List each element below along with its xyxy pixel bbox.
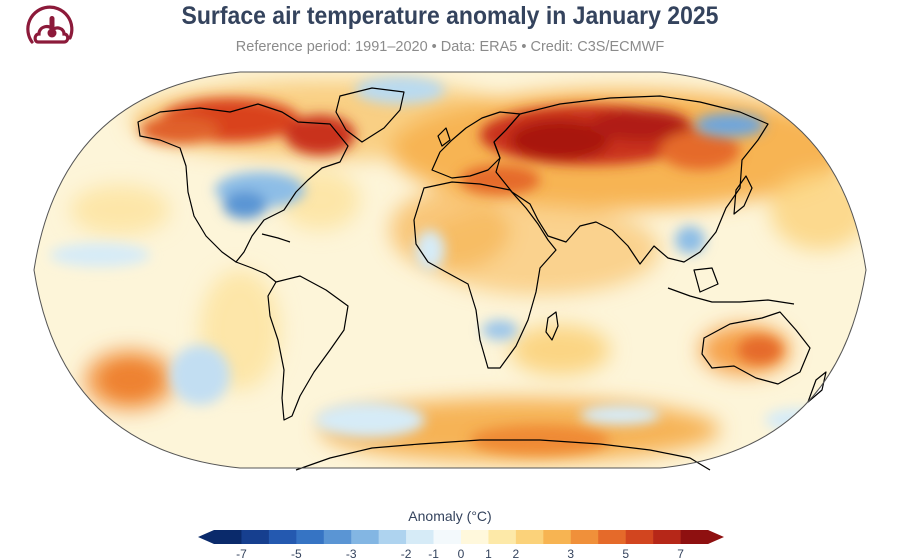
- colorbar-swatch: [241, 530, 270, 544]
- coast-british-isles: [437, 127, 451, 147]
- colorbar-swatch: [680, 530, 709, 544]
- coast-madagascar: [545, 311, 559, 341]
- colorbar-swatch: [625, 530, 654, 544]
- coast-south-america: [267, 275, 349, 421]
- colorbar-swatch: [433, 530, 462, 544]
- coast-cuba: [261, 233, 291, 243]
- logo-icon: [26, 5, 74, 44]
- coastlines: [137, 87, 827, 471]
- colorbar-swatch: [351, 530, 379, 544]
- colorbar-swatch: [268, 530, 297, 544]
- colorbar-swatch: [598, 530, 626, 544]
- colorbar-swatch: [515, 530, 544, 544]
- coast-central-america: [235, 261, 277, 283]
- anomaly-field: [34, 72, 866, 468]
- colorbar-swatch: [570, 530, 599, 544]
- coast-antarctica: [295, 439, 711, 471]
- colorbar: -7 -5 -3 -2 -1 0 1 2 3 5 7: [198, 530, 724, 560]
- logo-arc: [26, 5, 74, 44]
- thermometer-icon: [49, 16, 55, 32]
- colorbar-tick-label: 7: [677, 547, 684, 560]
- colorbar-swatch: [296, 530, 325, 544]
- colorbar-swatch: [461, 530, 489, 544]
- thermometer-bulb: [47, 28, 57, 38]
- legend-title: Anomaly (°C): [408, 508, 492, 524]
- globe-outline: [33, 71, 867, 469]
- coast-north-america: [137, 103, 349, 263]
- colorbar-swatch: [543, 530, 572, 544]
- coast-japan: [733, 175, 753, 215]
- coast-asia: [493, 95, 769, 265]
- colorbar-max-arrow: [708, 530, 724, 544]
- colorbar-tick-label: -2: [401, 547, 412, 560]
- colorbar-swatch: [214, 530, 242, 544]
- colorbar-tick-label: -7: [236, 547, 247, 560]
- colorbar-min-arrow: [198, 530, 214, 544]
- colorbar-tick-label: 2: [513, 547, 520, 560]
- coast-borneo: [693, 267, 719, 293]
- colorbar-swatch: [406, 530, 434, 544]
- colorbar-tick-label: -5: [291, 547, 302, 560]
- coast-greenland: [335, 87, 405, 143]
- coast-indonesia: [667, 287, 795, 305]
- coast-africa: [413, 181, 557, 369]
- colorbar-tick-label: 0: [458, 547, 465, 560]
- colorbar-tick-label: 1: [485, 547, 492, 560]
- colorbar-swatch: [378, 530, 407, 544]
- colorbar-swatch: [488, 530, 517, 544]
- colorbar-swatch: [323, 530, 352, 544]
- map-title: Surface air temperature anomaly in Janua…: [181, 2, 719, 30]
- coast-new-zealand: [807, 371, 827, 403]
- colorbar-tick-label: 3: [567, 547, 574, 560]
- colorbar-tick-label: 5: [622, 547, 629, 560]
- map-subtitle: Reference period: 1991–2020 • Data: ERA5…: [235, 39, 665, 55]
- coast-australia: [701, 311, 811, 385]
- colorbar-tick-label: -3: [346, 547, 357, 560]
- colorbar-swatch: [653, 530, 681, 544]
- colorbar-tick-label: -1: [428, 547, 439, 560]
